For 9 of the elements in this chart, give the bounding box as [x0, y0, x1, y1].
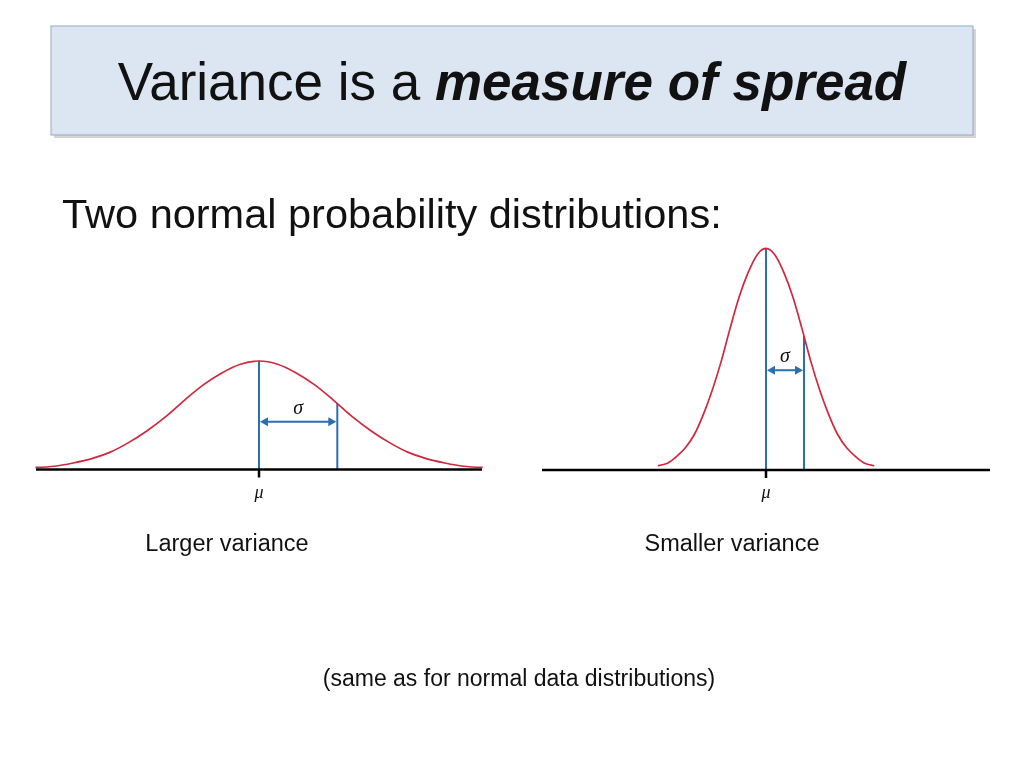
text: μ — [760, 482, 771, 502]
text: μ — [253, 481, 264, 502]
annotation: σ — [293, 395, 305, 418]
x-axis-title: Larger variance — [145, 529, 309, 556]
x-axis-title: Smaller variance — [644, 530, 820, 556]
text: Two normal probability distributions: — [62, 190, 722, 237]
annotation: σ — [780, 344, 792, 367]
text: (same as for normal data distributions) — [322, 665, 716, 691]
text: Variance is a measure of spread — [117, 52, 908, 111]
